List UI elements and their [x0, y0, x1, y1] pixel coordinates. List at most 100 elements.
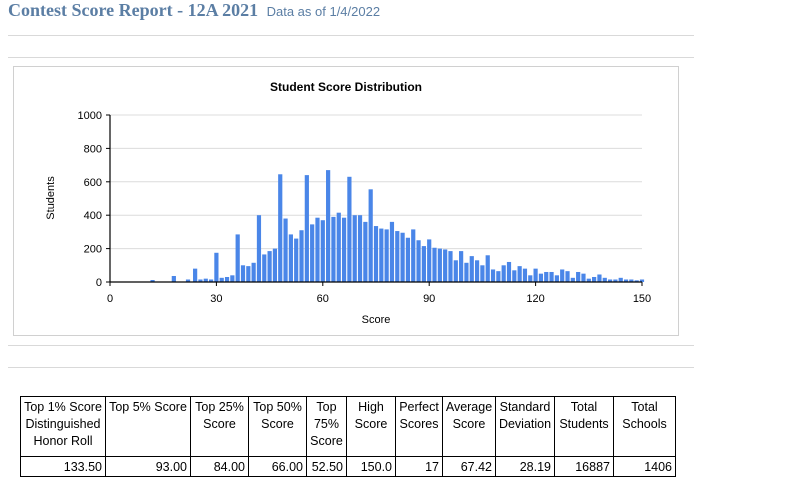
histogram-bar — [230, 275, 235, 282]
col-top50: Top 50% Score — [248, 396, 307, 457]
y-tick-label: 400 — [84, 210, 102, 222]
histogram-bar — [469, 256, 474, 282]
report-header: Contest Score Report - 12A 2021 Data as … — [8, 0, 380, 24]
chart-panel: Student Score Distribution 0 200 400 600 800… — [13, 66, 679, 336]
histogram-bar — [379, 228, 384, 282]
x-tick-label: 150 — [633, 293, 651, 305]
histogram-bar — [490, 269, 496, 282]
histogram-bar — [336, 212, 341, 282]
col-high: High Score — [346, 396, 396, 457]
histogram-bar — [576, 271, 581, 282]
x-tick-label: 30 — [210, 293, 222, 305]
histogram-bar — [384, 229, 389, 282]
histogram-bar — [299, 230, 304, 282]
histogram-bar — [570, 277, 575, 282]
histogram-bar — [224, 276, 230, 282]
histogram-bar — [256, 215, 262, 282]
histogram-bar — [272, 248, 278, 282]
cell-high: 150.0 — [346, 456, 396, 477]
histogram-bar — [512, 270, 517, 282]
histogram-bar — [235, 234, 240, 282]
histogram-bar — [496, 271, 501, 282]
histogram-bar — [246, 266, 251, 282]
score-distribution-chart: Student Score Distribution 0200400600800… — [45, 80, 651, 326]
histogram-bar — [352, 215, 357, 282]
histogram-bar — [267, 251, 272, 282]
divider — [8, 35, 694, 36]
y-axis-label: Students — [45, 176, 57, 220]
histogram-bar — [485, 255, 490, 282]
histogram-bar — [432, 247, 437, 282]
histogram-bar — [517, 266, 522, 282]
cell-top1: 133.50 — [20, 456, 106, 477]
histogram-bar — [171, 275, 176, 282]
histogram-bar — [560, 269, 565, 282]
histogram-bar — [389, 221, 395, 282]
histogram-bar — [639, 279, 645, 282]
divider — [8, 345, 694, 346]
histogram-bar — [607, 279, 613, 282]
cell-top5: 93.00 — [105, 456, 191, 477]
col-average: Average Score — [442, 396, 496, 457]
histogram-bar — [613, 279, 618, 282]
histogram-bar — [203, 278, 208, 282]
histogram-bar — [368, 189, 373, 282]
histogram-bar — [185, 279, 191, 282]
histogram-bar — [427, 239, 432, 282]
y-tick-label: 800 — [84, 143, 102, 155]
divider — [8, 57, 694, 58]
histogram-bar — [448, 251, 453, 282]
histogram-bar — [533, 268, 538, 282]
histogram-bar — [618, 277, 623, 282]
y-tick-label: 200 — [84, 244, 102, 256]
histogram-bar — [278, 174, 283, 282]
histogram-bar — [363, 221, 368, 282]
histogram-bar — [634, 280, 639, 282]
cell-average: 67.42 — [442, 456, 496, 477]
histogram-bar — [592, 276, 597, 282]
histogram-bar — [315, 217, 320, 282]
histogram-bar — [443, 249, 448, 282]
x-axis-label: Score — [362, 314, 391, 326]
cell-perfect: 17 — [395, 456, 443, 477]
histogram-bar — [400, 232, 405, 282]
x-tick-label: 90 — [423, 293, 435, 305]
histogram-bar — [208, 279, 214, 282]
cell-students: 16887 — [554, 456, 614, 477]
col-students: Total Students — [554, 396, 614, 457]
histogram-bar — [373, 226, 379, 282]
data-as-of: Data as of 1/4/2022 — [266, 4, 381, 19]
histogram-bar — [474, 260, 480, 282]
histogram-bar — [581, 273, 586, 282]
histogram-bar — [437, 248, 442, 282]
histogram-bar — [453, 260, 458, 282]
histogram-bar — [193, 268, 198, 282]
y-tick-label: 1000 — [78, 110, 102, 122]
histogram-bar — [405, 237, 411, 282]
histogram-bar — [565, 271, 570, 282]
histogram-bar — [528, 275, 533, 282]
histogram-bar — [480, 265, 485, 282]
histogram-bar — [506, 261, 512, 282]
histogram-bar — [544, 271, 549, 282]
histogram-bar — [395, 231, 400, 282]
x-tick-label: 0 — [107, 293, 113, 305]
histogram-bar — [459, 251, 464, 282]
cell-top25: 84.00 — [190, 456, 249, 477]
histogram-bar — [538, 273, 544, 282]
histogram-bar — [411, 229, 416, 282]
col-stddev: Standard Deviation — [495, 396, 555, 457]
chart-title: Student Score Distribution — [270, 80, 422, 94]
histogram-bar — [416, 240, 421, 282]
report-title: Contest Score Report - 12A 2021 — [8, 0, 259, 20]
histogram-bar — [554, 275, 559, 282]
histogram-bar — [331, 216, 336, 282]
histogram-bar — [262, 254, 267, 282]
histogram-bar — [310, 224, 315, 282]
histogram-bar — [294, 238, 299, 282]
x-tick-label: 60 — [317, 293, 329, 305]
histogram-bar — [198, 279, 203, 282]
histogram-bar — [464, 262, 469, 282]
histogram-bar — [326, 170, 331, 282]
col-top25: Top 25% Score — [190, 396, 249, 457]
